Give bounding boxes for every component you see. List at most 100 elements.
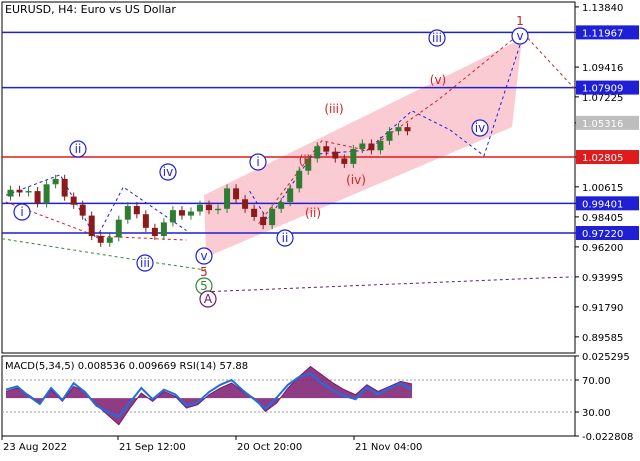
candle-body — [323, 146, 330, 152]
candle-body — [178, 210, 185, 216]
indicator-axis-label: 70.00 — [582, 376, 611, 387]
decline-path — [5, 201, 187, 241]
candle-body — [196, 204, 203, 212]
wave-label: A — [204, 292, 213, 306]
purple-dotted-line — [205, 276, 573, 293]
price-axis-label: 0.93995 — [582, 273, 623, 284]
price-tag-label: 0.97220 — [582, 229, 623, 240]
candle-body — [404, 127, 411, 132]
wave-label-circle — [511, 27, 529, 45]
candle-body — [206, 204, 212, 211]
indicator-plot-frame — [1, 355, 576, 437]
candle-body — [386, 131, 393, 141]
price-tag-label: 1.11967 — [582, 28, 623, 39]
price-axis-label: 0.98405 — [582, 213, 623, 224]
candle-body — [242, 199, 249, 209]
indicator-axis-label: 0.025295 — [582, 352, 630, 363]
candle-body — [314, 146, 321, 159]
candle-body — [133, 206, 140, 215]
wave-label-circle — [195, 247, 213, 265]
wave-label: iv — [475, 121, 485, 135]
chart-header: EURUSD, H4: Euro vs US Dollar — [5, 3, 176, 16]
candle-body — [97, 236, 104, 243]
candle-body — [151, 227, 158, 236]
time-axis-label: 23 Aug 2022 — [3, 442, 67, 453]
candle-body — [124, 206, 131, 220]
wave-label: 1 — [516, 14, 524, 28]
candle-body — [160, 222, 167, 236]
candle-body — [187, 211, 194, 216]
price-tag-box — [576, 196, 639, 211]
wave-label-circle — [13, 203, 31, 221]
wave-label: (iv) — [346, 173, 366, 187]
price-axis-label: 0.96200 — [582, 243, 623, 254]
candle-body — [233, 188, 240, 200]
wave-label-circle — [276, 229, 294, 247]
price-axis-label: 1.13840 — [582, 3, 623, 14]
price-tag-box — [576, 115, 639, 130]
wave-label: v — [516, 29, 523, 43]
price-tag-label: 1.07909 — [582, 84, 623, 95]
candle-body — [278, 201, 285, 209]
candle-body — [16, 189, 23, 193]
candle-body — [296, 170, 303, 189]
price-tag-box — [576, 25, 639, 40]
wave-label: i — [256, 155, 259, 169]
price-axis-label: 0.91790 — [582, 303, 623, 314]
candle-body — [260, 216, 267, 226]
wave-label-circle — [428, 29, 446, 47]
wave-label-circle — [159, 163, 177, 181]
macd-area — [6, 366, 412, 425]
green-dotted-line — [1, 238, 207, 271]
wave-label-circle — [471, 119, 489, 137]
indicator-axis-label: -0.022808 — [582, 432, 633, 443]
price-axis-label: 1.07225 — [582, 93, 623, 104]
time-axis-label: 21 Nov 04:00 — [355, 442, 422, 453]
rsi-line — [5, 372, 413, 419]
price-tag-label: 1.05316 — [582, 119, 623, 130]
candle-body — [61, 178, 68, 197]
candle-body — [341, 158, 348, 164]
wave-label: iv — [163, 165, 173, 179]
price-tag-box — [576, 80, 639, 95]
wave-label: (i) — [299, 153, 312, 167]
candle-body — [115, 219, 122, 238]
candle-body — [215, 208, 222, 211]
candle-body — [25, 191, 32, 193]
price-tag-label: 1.02805 — [582, 153, 623, 164]
indicator-axis-label: 30.00 — [582, 408, 611, 419]
candle-body — [88, 215, 95, 236]
wave-label: v — [200, 249, 207, 263]
candle-body — [79, 204, 86, 216]
price-axis-label: 1.09416 — [582, 63, 623, 74]
wave-label-circle — [69, 140, 87, 158]
macd-line — [5, 365, 413, 426]
time-axis-label: 21 Sep 12:00 — [119, 442, 186, 453]
candle-body — [70, 196, 77, 205]
candle-body — [251, 208, 258, 217]
wave-label: iii — [432, 31, 442, 45]
candle-body — [287, 188, 294, 202]
candle-body — [305, 158, 312, 171]
candle-body — [350, 148, 357, 164]
wave-label: 5 — [200, 265, 208, 279]
candle-body — [7, 189, 14, 197]
wave-label: iii — [140, 256, 150, 270]
symbol-timeframe: EURUSD, H4: — [5, 3, 78, 16]
price-tag-label: 0.99401 — [582, 199, 623, 210]
candle-body — [377, 140, 384, 151]
price-tag-box — [576, 226, 639, 241]
candle-body — [43, 184, 50, 204]
main-plot-frame — [1, 1, 576, 354]
candle-body — [52, 178, 59, 185]
candle-body — [169, 210, 176, 223]
candle-body — [368, 143, 375, 151]
candle-body — [106, 237, 113, 243]
wave-label-circle — [199, 290, 217, 308]
price-axis-label: 0.89585 — [582, 333, 623, 344]
wave-label-circle — [136, 254, 154, 272]
wave-label: i — [20, 205, 23, 219]
indicator-header: MACD(5,34,5) 0.008536 0.009669 RSI(14) 5… — [5, 361, 249, 372]
